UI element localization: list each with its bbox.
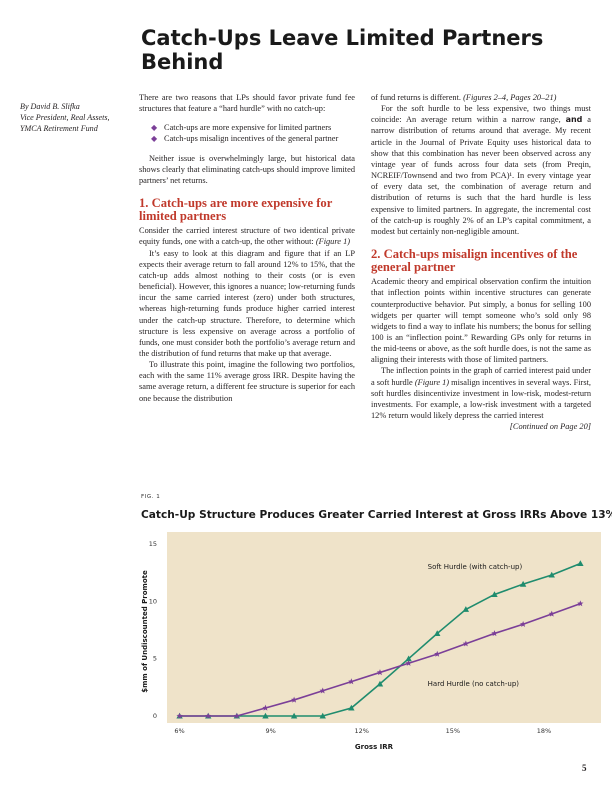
y-tick-label: 0 [153,712,157,720]
column-left: There are two reasons that LPs should fa… [139,92,355,404]
data-point [405,655,412,662]
y-tick-label: 15 [149,540,157,548]
body-paragraph: Consider the carried interest structure … [139,226,355,247]
data-point [319,687,326,694]
data-point [577,600,584,607]
list-item: ◆ Catch-ups are more expensive for limite… [151,123,332,133]
x-tick-label: 12% [355,727,369,735]
figure-reference: (Figure 1) [414,377,450,387]
data-point [434,650,441,657]
y-tick-label: 5 [153,655,157,663]
data-point [405,659,412,666]
y-axis-title: $mm of Undiscounted Promote [141,570,149,693]
figure-label: FIG. 1 [141,494,161,500]
x-tick-label: 6% [174,727,184,735]
section-heading-2: 2. Catch-ups misalign incentives of the … [371,247,578,274]
byline-role: Vice President, Real Assets, [20,113,110,122]
data-point [205,712,212,719]
data-point [290,696,298,703]
x-tick-label: 9% [266,727,276,735]
data-point [548,571,555,578]
carried-interest-chart: 0 5 10 15 6% 9% 12% 15% 18% Gross IRR $mm of Undis… [141,532,601,751]
article-title: Catch-Ups Leave Limited Partners Behind [141,26,544,74]
intro-paragraph: There are two reasons that LPs should fa… [139,93,355,114]
byline: By David B. Slifka Vice President, Real … [20,101,135,134]
data-point [376,680,384,687]
body-paragraph: For the soft hurdle to be less expensive… [371,104,591,236]
figure-reference: (Figures 2–4, Pages 20–21) [463,93,557,102]
column-right: of fund returns is different. (Figures 2… [371,92,591,432]
byline-org: YMCA Retirement Fund [20,124,98,133]
data-point [462,640,469,647]
continued-note: [Continued on Page 20] [509,422,591,432]
data-point [319,712,326,719]
body-paragraph: It’s easy to look at this diagram and fi… [139,248,355,358]
data-point [262,712,269,719]
diamond-bullet-icon: ◆ [151,123,158,133]
data-point [290,712,298,719]
reason-list: ◆ Catch-ups are more expensive for limite… [139,122,355,144]
diamond-bullet-icon: ◆ [151,134,158,144]
data-point [519,580,527,587]
body-paragraph: of fund returns is different. (Figures 2… [371,93,557,102]
x-tick-label: 18% [537,727,551,735]
byline-author: By David B. Slifka [20,102,80,111]
data-point [491,591,498,598]
data-point [262,704,269,711]
body-paragraph: Neither issue is overwhelmingly large, b… [139,153,355,185]
body-paragraph: The inflection points in the graph of ca… [371,366,591,432]
list-item: ◆ Catch-ups misalign incentives of the ge… [151,134,339,144]
body-paragraph: Academic theory and empirical observatio… [371,277,591,365]
data-point [462,606,470,612]
plot-background [167,532,601,723]
data-point [348,678,355,685]
x-axis-title: Gross IRR [355,743,394,751]
series-label-hard-hurdle: Hard Hurdle (no catch-up) [428,680,520,688]
figure-reference: (Figure 1) [315,237,351,247]
series-label-soft-hurdle: Soft Hurdle (with catch-up) [428,563,523,571]
body-paragraph: To illustrate this point, imagine the fo… [139,360,355,403]
data-point [519,620,527,627]
data-point [348,704,355,711]
x-tick-label: 15% [446,727,460,735]
data-point [233,712,240,719]
data-point [434,630,441,636]
data-point [548,610,555,617]
data-point [491,630,498,637]
data-point [577,560,584,567]
data-point [376,669,384,676]
page-number: 5 [582,763,587,773]
data-point [176,712,183,719]
section-heading-1: 1. Catch-ups are more expensive for limi… [139,196,333,223]
figure-title: Catch-Up Structure Produces Greater Carr… [141,509,612,521]
y-tick-label: 10 [149,597,157,605]
